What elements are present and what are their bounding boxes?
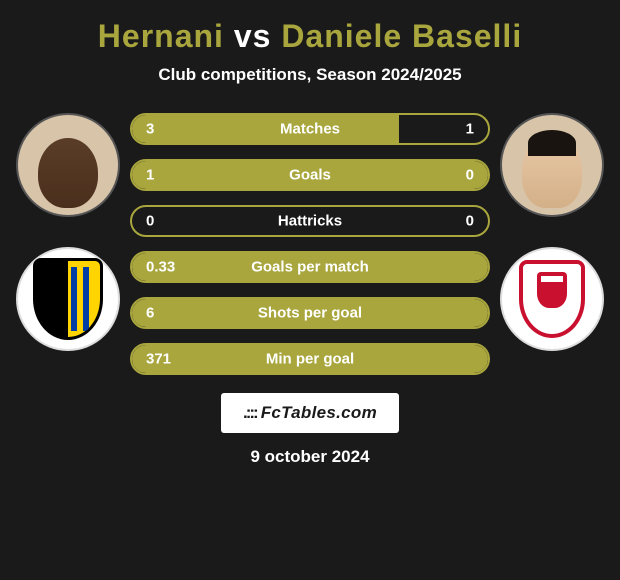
player2-name: Daniele Baselli xyxy=(281,18,522,54)
stat-bar: 6 Shots per goal xyxy=(130,297,490,329)
stat-value-left: 1 xyxy=(146,167,154,184)
comparison-card: Hernani vs Daniele Baselli Club competit… xyxy=(0,0,620,477)
stat-value-right: 0 xyxy=(466,213,474,230)
brand-text: FcTables.com xyxy=(261,403,377,422)
stat-bar: 3 Matches 1 xyxy=(130,113,490,145)
right-column xyxy=(500,113,604,351)
stat-value-right: 0 xyxy=(466,167,474,184)
player1-club-badge xyxy=(16,247,120,351)
footer: .:::FcTables.com 9 october 2024 xyxy=(0,393,620,467)
player1-avatar xyxy=(16,113,120,217)
stat-value-left: 371 xyxy=(146,351,171,368)
stat-value-left: 0 xyxy=(146,213,154,230)
main-row: 3 Matches 1 1 Goals 0 0 Hattricks 0 0.33 Goals per… xyxy=(0,113,620,375)
stat-label: Matches xyxy=(280,121,340,138)
stat-bar: 371 Min per goal xyxy=(130,343,490,375)
stat-bars: 3 Matches 1 1 Goals 0 0 Hattricks 0 0.33 Goals per… xyxy=(130,113,490,375)
date-label: 9 october 2024 xyxy=(0,447,620,467)
stat-label: Goals per match xyxy=(251,259,369,276)
stat-value-left: 3 xyxy=(146,121,154,138)
stat-value-right: 1 xyxy=(466,121,474,138)
brand-badge: .:::FcTables.com xyxy=(221,393,399,433)
stat-label: Hattricks xyxy=(278,213,342,230)
stat-label: Shots per goal xyxy=(258,305,362,322)
stat-label: Min per goal xyxy=(266,351,354,368)
stat-bar: 0 Hattricks 0 xyxy=(130,205,490,237)
player2-avatar xyxy=(500,113,604,217)
brand-icon: .::: xyxy=(243,403,257,422)
stat-value-left: 0.33 xyxy=(146,259,175,276)
player1-name: Hernani xyxy=(98,18,224,54)
stat-value-left: 6 xyxy=(146,305,154,322)
stat-bar-fill xyxy=(132,115,399,143)
page-title: Hernani vs Daniele Baselli xyxy=(0,18,620,55)
left-column xyxy=(16,113,120,351)
stat-bar: 1 Goals 0 xyxy=(130,159,490,191)
stat-bar: 0.33 Goals per match xyxy=(130,251,490,283)
vs-separator: vs xyxy=(234,18,272,54)
player2-club-badge xyxy=(500,247,604,351)
stat-label: Goals xyxy=(289,167,331,184)
subtitle: Club competitions, Season 2024/2025 xyxy=(0,65,620,85)
